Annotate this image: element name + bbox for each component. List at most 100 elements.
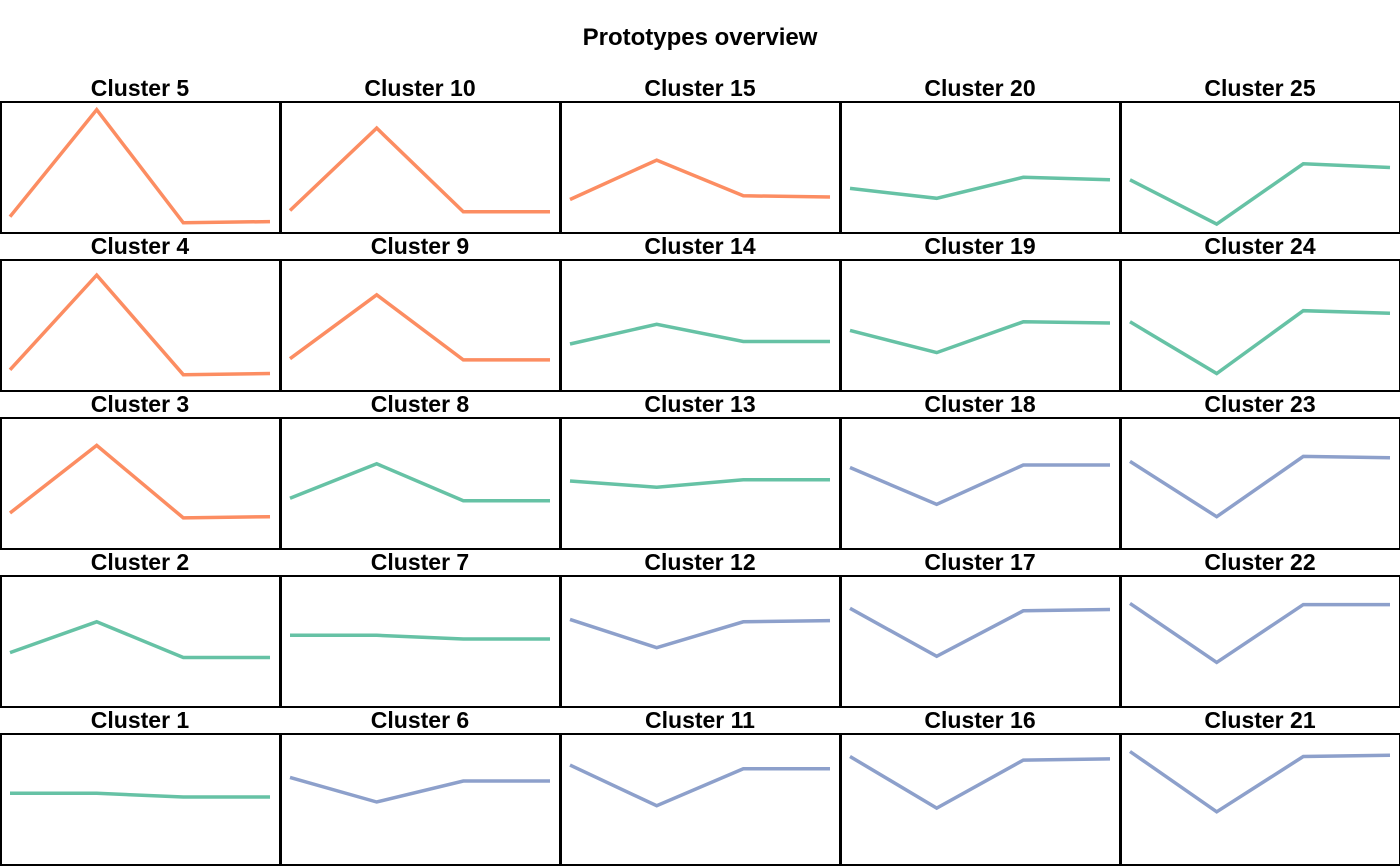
cluster-title: Cluster 13 <box>644 391 756 417</box>
cluster-title: Cluster 23 <box>1204 391 1316 417</box>
cluster-panel: Cluster 24 <box>1120 233 1400 392</box>
cluster-plot <box>0 733 280 866</box>
cluster-panel: Cluster 6 <box>280 707 560 866</box>
cluster-title: Cluster 10 <box>364 75 476 101</box>
cluster-panel: Cluster 13 <box>560 391 840 550</box>
cluster-title: Cluster 19 <box>924 233 1036 259</box>
prototype-line <box>849 320 1111 355</box>
cluster-panel: Cluster 4 <box>0 233 280 392</box>
cluster-panel: Cluster 23 <box>1120 391 1400 550</box>
panel-frame <box>560 575 840 708</box>
cluster-title: Cluster 15 <box>644 75 756 101</box>
cluster-title: Cluster 12 <box>644 549 756 575</box>
cluster-panel: Cluster 7 <box>280 549 560 708</box>
prototype-line <box>569 617 831 650</box>
prototype-line <box>849 463 1110 507</box>
panel-frame <box>840 101 1120 234</box>
panel-frame <box>1120 733 1400 866</box>
panel-frame <box>280 575 560 708</box>
prototype-line <box>8 272 271 377</box>
cluster-plot <box>280 259 560 392</box>
cluster-plot <box>280 101 560 234</box>
cluster-panel: Cluster 20 <box>840 75 1120 234</box>
cluster-title: Cluster 17 <box>924 549 1036 575</box>
cluster-plot <box>560 575 840 708</box>
panel-frame <box>1120 259 1400 392</box>
cluster-plot <box>840 417 1120 550</box>
panel-frame <box>560 101 840 234</box>
prototype-line <box>290 633 550 641</box>
panel-frame <box>560 733 840 866</box>
cluster-title: Cluster 22 <box>1204 549 1316 575</box>
cluster-panel: Cluster 3 <box>0 391 280 550</box>
cluster-panel: Cluster 10 <box>280 75 560 234</box>
cluster-panel: Cluster 11 <box>560 707 840 866</box>
cluster-plot <box>560 101 840 234</box>
cluster-plot <box>840 733 1120 866</box>
cluster-panel: Cluster 19 <box>840 233 1120 392</box>
prototype-line <box>9 619 270 660</box>
prototype-line <box>288 125 550 214</box>
prototype-line <box>1129 601 1390 665</box>
cluster-panel: Cluster 1 <box>0 707 280 866</box>
cluster-panel: Cluster 9 <box>280 233 560 392</box>
cluster-plot <box>0 417 280 550</box>
cluster-plot <box>560 259 840 392</box>
cluster-panel: Cluster 16 <box>840 707 1120 866</box>
cluster-panel: Cluster 25 <box>1120 75 1400 234</box>
cluster-panel: Cluster 15 <box>560 75 840 234</box>
prototype-line <box>1129 454 1391 519</box>
prototype-line <box>289 461 550 503</box>
cluster-title: Cluster 3 <box>90 391 190 417</box>
cluster-title: Cluster 6 <box>370 707 470 733</box>
prototype-line <box>849 175 1111 201</box>
panel-frame <box>280 259 560 392</box>
cluster-title: Cluster 24 <box>1204 233 1316 259</box>
panel-frame <box>560 259 840 392</box>
cluster-plot <box>280 733 560 866</box>
cluster-title: Cluster 21 <box>1204 707 1316 733</box>
cluster-plot <box>1120 417 1400 550</box>
cluster-title: Cluster 8 <box>370 391 470 417</box>
cluster-panel: Cluster 17 <box>840 549 1120 708</box>
cluster-plot <box>1120 733 1400 866</box>
cluster-title: Cluster 20 <box>924 75 1036 101</box>
cluster-title: Cluster 5 <box>90 75 190 101</box>
cluster-plot <box>1120 101 1400 234</box>
prototype-line <box>569 763 830 808</box>
cluster-panel: Cluster 2 <box>0 549 280 708</box>
cluster-panel: Cluster 21 <box>1120 707 1400 866</box>
cluster-panel: Cluster 5 <box>0 75 280 234</box>
cluster-panel: Cluster 22 <box>1120 549 1400 708</box>
prototype-line <box>849 754 1111 811</box>
cluster-title: Cluster 2 <box>90 549 190 575</box>
panel-frame <box>0 733 280 866</box>
prototype-line <box>288 292 550 362</box>
cluster-plot <box>1120 575 1400 708</box>
prototype-line <box>10 791 270 799</box>
cluster-plot <box>560 417 840 550</box>
cluster-title: Cluster 4 <box>90 233 190 259</box>
figure-title: Prototypes overview <box>582 24 818 51</box>
prototype-line <box>1129 308 1391 376</box>
cluster-title: Cluster 25 <box>1204 75 1316 101</box>
cluster-plot <box>840 575 1120 708</box>
cluster-plot <box>1120 259 1400 392</box>
cluster-title: Cluster 16 <box>924 707 1036 733</box>
panel-frame <box>280 733 560 866</box>
prototype-line <box>569 478 830 489</box>
cluster-title: Cluster 11 <box>645 707 755 733</box>
prototype-line <box>8 443 271 520</box>
cluster-plot <box>560 733 840 866</box>
prototype-line <box>569 322 830 346</box>
cluster-title: Cluster 18 <box>924 391 1036 417</box>
prototype-line <box>1129 750 1391 814</box>
cluster-panel: Cluster 12 <box>560 549 840 708</box>
panel-frame <box>840 575 1120 708</box>
cluster-panel: Cluster 14 <box>560 233 840 392</box>
panel-frame <box>840 259 1120 392</box>
prototype-line <box>849 606 1111 659</box>
cluster-panel: Cluster 18 <box>840 391 1120 550</box>
cluster-plot <box>0 101 280 234</box>
cluster-plot <box>0 575 280 708</box>
